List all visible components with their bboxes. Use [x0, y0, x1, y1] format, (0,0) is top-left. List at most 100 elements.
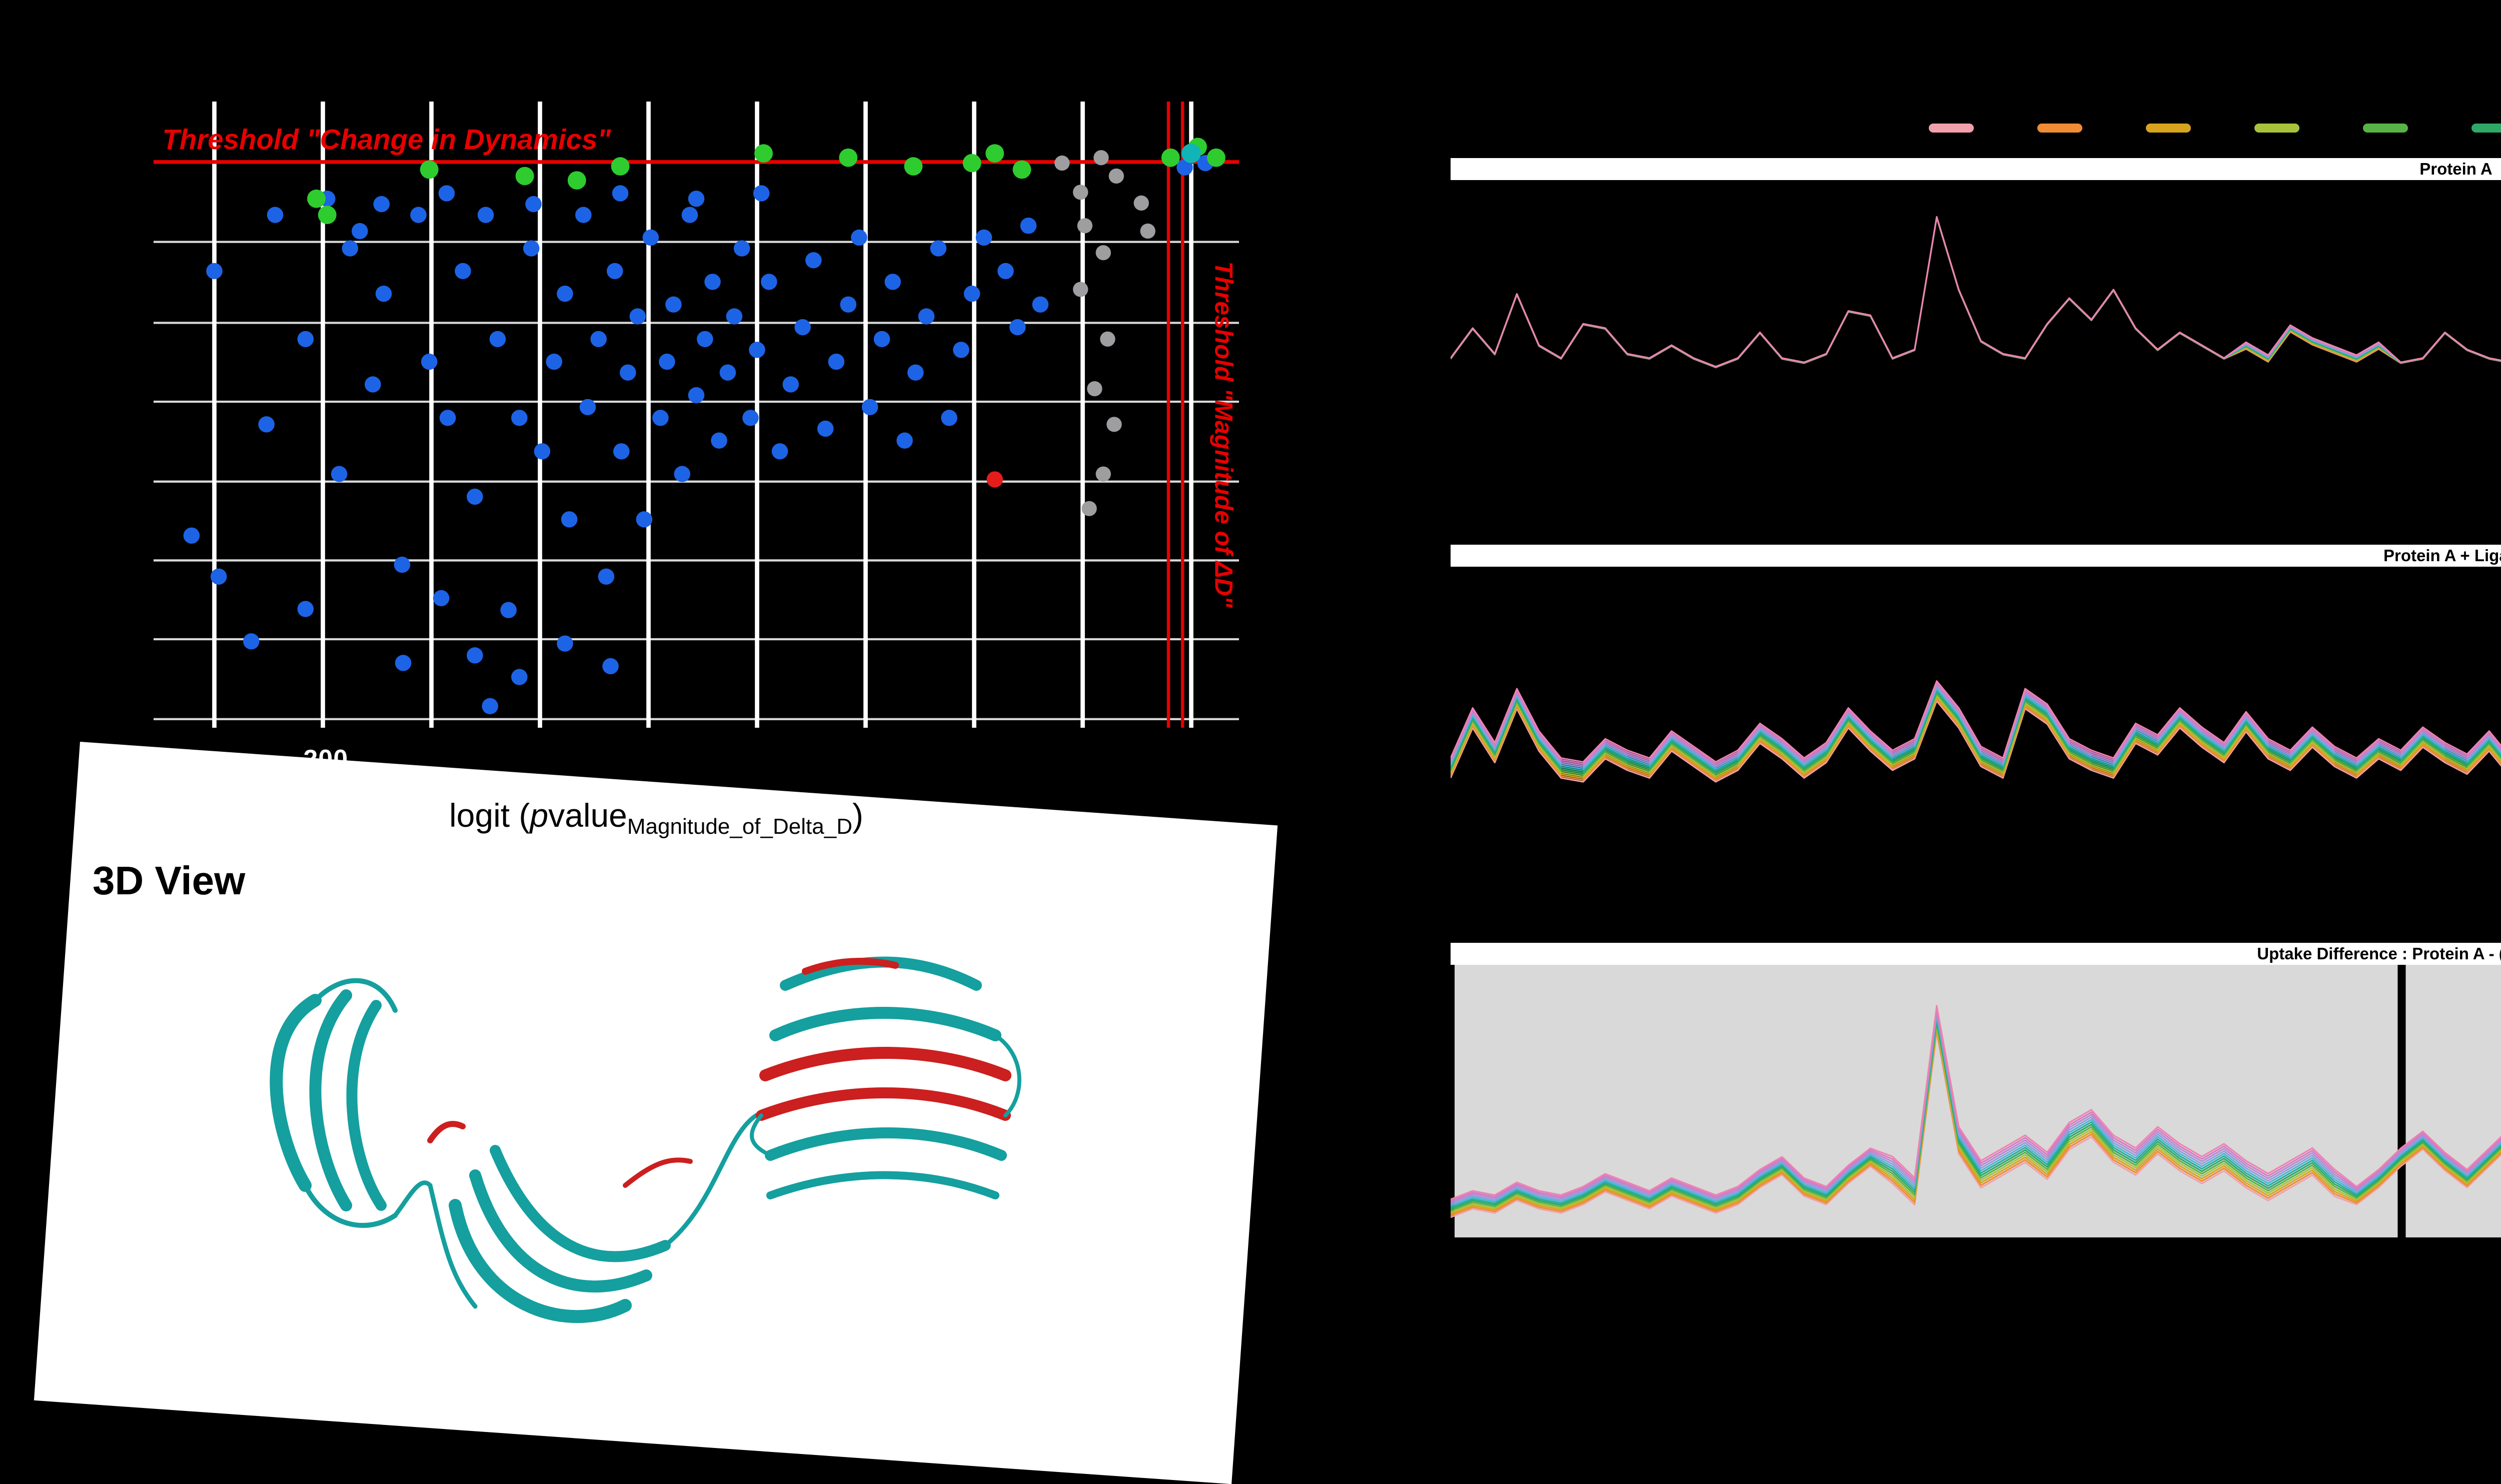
scatter-point-not-significant[interactable] [440, 410, 456, 426]
legend-swatch[interactable] [2254, 124, 2299, 133]
scatter-point-not-significant[interactable] [612, 185, 629, 201]
scatter-point-magnitude-only[interactable] [1087, 381, 1102, 396]
scatter-point-not-significant[interactable] [525, 196, 542, 212]
scatter-point-not-significant[interactable] [682, 207, 698, 223]
timepoint-legend[interactable] [1929, 124, 2501, 133]
scatter-point-not-significant[interactable] [482, 698, 498, 714]
scatter-point-not-significant[interactable] [643, 230, 659, 246]
scatter-point-not-significant[interactable] [749, 342, 765, 358]
scatter-point-magnitude-only[interactable] [1081, 501, 1096, 516]
scatter-point-change-in-dynamics[interactable] [516, 167, 534, 186]
scatter-point-not-significant[interactable] [620, 365, 636, 381]
scatter-point-not-significant[interactable] [365, 376, 381, 392]
scatter-point-not-significant[interactable] [467, 647, 483, 663]
scatter-point-not-significant[interactable] [941, 410, 957, 426]
scatter-point-not-significant[interactable] [557, 286, 573, 302]
scatter-point-not-significant[interactable] [761, 274, 777, 290]
scatter-point-not-significant[interactable] [630, 308, 646, 324]
scatter-point-not-significant[interactable] [659, 354, 675, 370]
scatter-point-not-significant[interactable] [907, 365, 924, 381]
scatter-point-not-significant[interactable] [607, 263, 623, 279]
scatter-point-not-significant[interactable] [561, 511, 578, 527]
scatter-point-not-significant[interactable] [394, 557, 411, 573]
scatter-point-magnitude-only[interactable] [1096, 245, 1111, 260]
scatter-point-not-significant[interactable] [896, 433, 913, 449]
volcano-plot-canvas[interactable]: Threshold "Change in Dynamics" Threshold… [154, 102, 1239, 728]
scatter-point-not-significant[interactable] [331, 466, 348, 482]
scatter-point-not-significant[interactable] [688, 191, 705, 207]
scatter-point-magnitude-only[interactable] [1077, 218, 1092, 233]
scatter-point-not-significant[interactable] [726, 308, 743, 324]
scatter-point-not-significant[interactable] [342, 240, 358, 256]
scatter-point-magnitude-only[interactable] [1054, 156, 1069, 171]
scatter-point-not-significant[interactable] [665, 297, 682, 313]
scatter-point-not-significant[interactable] [930, 240, 947, 256]
scatter-point-not-significant[interactable] [874, 331, 890, 347]
scatter-point-not-significant[interactable] [376, 286, 392, 302]
scatter-point-magnitude-only[interactable] [1109, 169, 1124, 184]
scatter-point-not-significant[interactable] [851, 230, 867, 246]
scatter-point-magnitude-only[interactable] [1140, 224, 1155, 239]
scatter-point-not-significant[interactable] [557, 635, 573, 651]
scatter-point-not-significant[interactable] [410, 207, 427, 223]
scatter-point-change-in-dynamics[interactable] [568, 171, 586, 190]
scatter-point-change-in-dynamics[interactable] [307, 190, 326, 208]
scatter-point-not-significant[interactable] [206, 263, 223, 279]
scatter-point-not-significant[interactable] [1009, 319, 1026, 335]
scatter-point-not-significant[interactable] [523, 240, 540, 256]
scatter-point-not-significant[interactable] [580, 399, 596, 415]
scatter-point-change-in-dynamics[interactable] [611, 157, 630, 176]
scatter-point-cluster-teal[interactable] [1181, 144, 1201, 163]
scatter-point-not-significant[interactable] [953, 342, 969, 358]
scatter-point-not-significant[interactable] [298, 601, 314, 617]
scatter-point-not-significant[interactable] [734, 240, 750, 256]
scatter-point-significant-both[interactable] [986, 471, 1003, 487]
scatter-point-not-significant[interactable] [711, 433, 727, 449]
scatter-point-not-significant[interactable] [184, 528, 200, 544]
scatter-point-magnitude-only[interactable] [1100, 332, 1115, 347]
scatter-point-not-significant[interactable] [478, 207, 494, 223]
scatter-point-not-significant[interactable] [697, 331, 713, 347]
scatter-point-magnitude-only[interactable] [1106, 417, 1121, 432]
scatter-point-change-in-dynamics[interactable] [1013, 161, 1031, 179]
legend-swatch[interactable] [2037, 124, 2082, 133]
scatter-point-not-significant[interactable] [783, 376, 799, 392]
scatter-point-not-significant[interactable] [439, 185, 455, 201]
scatter-point-not-significant[interactable] [598, 569, 615, 585]
scatter-point-not-significant[interactable] [840, 297, 857, 313]
scatter-point-not-significant[interactable] [267, 207, 284, 223]
scatter-point-magnitude-only[interactable] [1096, 467, 1111, 482]
uptake-chart-protein-a[interactable] [1451, 181, 2501, 526]
scatter-point-not-significant[interactable] [817, 421, 834, 437]
legend-swatch[interactable] [2146, 124, 2191, 133]
scatter-point-not-significant[interactable] [534, 443, 551, 459]
scatter-point-not-significant[interactable] [976, 230, 992, 246]
scatter-point-not-significant[interactable] [511, 410, 528, 426]
legend-swatch[interactable] [2363, 124, 2408, 133]
scatter-point-magnitude-only[interactable] [1073, 282, 1088, 297]
scatter-point-not-significant[interactable] [805, 252, 822, 268]
scatter-point-not-significant[interactable] [918, 308, 935, 324]
scatter-point-not-significant[interactable] [862, 399, 878, 415]
scatter-point-not-significant[interactable] [636, 511, 653, 527]
scatter-point-not-significant[interactable] [352, 223, 368, 239]
scatter-point-change-in-dynamics[interactable] [754, 144, 773, 163]
scatter-point-not-significant[interactable] [455, 263, 471, 279]
scatter-point-change-in-dynamics[interactable] [985, 144, 1004, 163]
scatter-point-change-in-dynamics[interactable] [839, 149, 857, 167]
scatter-point-not-significant[interactable] [211, 569, 227, 585]
scatter-point-magnitude-only[interactable] [1134, 196, 1149, 211]
scatter-point-not-significant[interactable] [467, 489, 483, 505]
scatter-point-not-significant[interactable] [395, 655, 412, 671]
scatter-point-not-significant[interactable] [613, 443, 630, 459]
scatter-point-not-significant[interactable] [753, 185, 770, 201]
scatter-point-not-significant[interactable] [546, 354, 562, 370]
scatter-point-not-significant[interactable] [884, 274, 901, 290]
scatter-point-not-significant[interactable] [704, 274, 721, 290]
scatter-point-change-in-dynamics[interactable] [318, 206, 337, 224]
scatter-point-not-significant[interactable] [1020, 218, 1037, 234]
scatter-point-not-significant[interactable] [511, 669, 528, 685]
scatter-point-not-significant[interactable] [421, 354, 438, 370]
scatter-point-change-in-dynamics[interactable] [1207, 149, 1225, 167]
scatter-point-not-significant[interactable] [772, 443, 788, 459]
